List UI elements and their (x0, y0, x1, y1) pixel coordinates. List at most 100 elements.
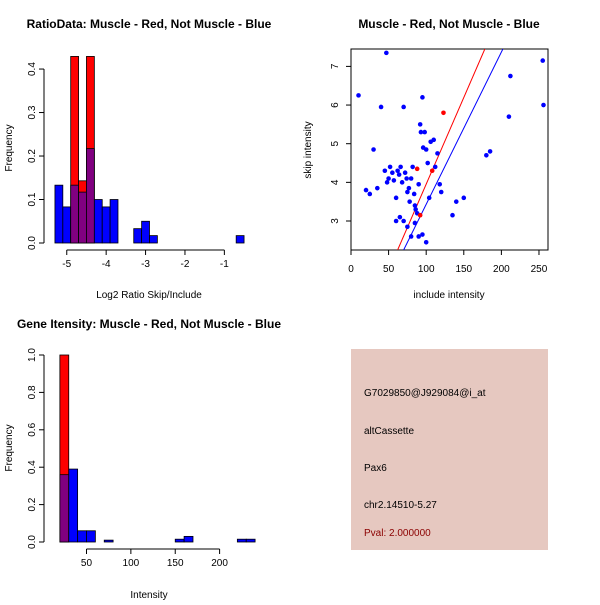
ratio-histogram-xlabel: Log2 Ratio Skip/Include (96, 290, 202, 301)
event-type-text: altCassette (364, 426, 414, 437)
intensity-bar-not-muscle (236, 538, 247, 543)
scatter-point-not-muscle (432, 164, 438, 170)
scatter-y-axis: 3 4 5 6 7 (330, 63, 351, 224)
ratio-bar-overlap (86, 148, 95, 244)
scatter-point-not-muscle (422, 129, 427, 135)
intensity-y-tick-label: 0.6 (27, 422, 38, 436)
ratio-histogram-panel: RatioData: Muscle - Red, Not Muscle - Bl… (4, 17, 272, 301)
scatter-ylabel: skip intensity (303, 121, 314, 178)
scatter-point-not-muscle (384, 50, 389, 56)
scatter-point-not-muscle (404, 176, 409, 181)
ratio-bar-not-muscle (93, 199, 103, 244)
ratio-bar-not-muscle (133, 228, 143, 244)
ratio-y-tick-label: 0.0 (27, 236, 38, 250)
scatter-point-not-muscle (411, 191, 417, 197)
scatter-point-muscle (429, 168, 435, 174)
scatter-point-not-muscle (391, 178, 397, 183)
scatter-point-not-muscle (401, 104, 406, 110)
scatter-point-not-muscle (484, 152, 489, 158)
scatter-point-not-muscle (398, 164, 403, 170)
scatter-point-not-muscle (406, 185, 412, 191)
intensity-x-tick-label: 200 (211, 558, 228, 569)
intensity-x-tick-label: 100 (123, 558, 140, 569)
scatter-point-not-muscle (405, 224, 410, 230)
ratio-x-tick-label: -2 (181, 259, 190, 270)
scatter-point-not-muscle (356, 93, 361, 98)
scatter-x-tick-label: 0 (348, 264, 354, 275)
intensity-y-tick-label: 0.2 (27, 497, 38, 511)
scatter-point-not-muscle (418, 129, 424, 135)
scatter-point-not-muscle (420, 95, 425, 100)
ratio-bar-not-muscle (101, 206, 111, 244)
ratio-bar-not-muscle (235, 235, 245, 244)
scatter-point-not-muscle (431, 137, 437, 143)
intensity-bar-overlap (59, 474, 70, 543)
intensity-histogram-bars (59, 354, 256, 543)
scatter-point-not-muscle (437, 181, 443, 187)
scatter-point-not-muscle (393, 195, 399, 201)
intensity-bar-not-muscle (245, 538, 256, 543)
scatter-point-not-muscle (363, 187, 369, 193)
scatter-point-muscle (414, 166, 420, 172)
intensity-histogram-y-axis: 0.0 0.2 0.4 0.6 0.8 1.0 (27, 348, 45, 549)
scatter-point-not-muscle (390, 170, 395, 175)
scatter-point-not-muscle (382, 168, 388, 174)
scatter-point-not-muscle (423, 147, 429, 152)
scatter-x-tick-label: 200 (493, 264, 510, 275)
scatter-point-not-muscle (393, 218, 399, 224)
intensity-bar-not-muscle (103, 539, 114, 543)
scatter-point-not-muscle (453, 199, 459, 204)
ratio-bar-not-muscle (109, 199, 119, 244)
scatter-point-not-muscle (417, 122, 423, 127)
scatter-x-tick-label: 100 (418, 264, 435, 275)
scatter-point-not-muscle (541, 102, 546, 108)
scatter-point-not-muscle (375, 185, 380, 191)
ratio-y-tick-label: 0.1 (27, 192, 38, 206)
ratio-bar-not-muscle (62, 206, 72, 244)
scatter-point-not-muscle (378, 104, 384, 110)
intensity-histogram-x-axis: 50 100 150 200 (81, 548, 228, 569)
scatter-point-not-muscle (396, 172, 402, 177)
scatter-x-tick-label: 50 (383, 264, 395, 275)
scatter-point-not-muscle (408, 234, 414, 239)
scatter-point-not-muscle (402, 170, 408, 175)
ratio-x-tick-label: -3 (141, 259, 150, 270)
scatter-point-not-muscle (461, 195, 467, 201)
scatter-point-not-muscle (435, 151, 440, 156)
scatter-point-not-muscle (412, 220, 418, 226)
scatter-point-not-muscle (387, 164, 393, 170)
intensity-bar-not-muscle (68, 468, 79, 543)
scatter-point-not-muscle (506, 114, 512, 119)
probe-id-text: G7029850@J929084@i_at (364, 388, 486, 399)
regression-line-red (397, 49, 486, 250)
intensity-scatter-panel: Muscle - Red, Not Muscle - Blue 0 50 100 15… (303, 17, 549, 301)
regression-line-blue (403, 49, 504, 250)
scatter-x-tick-label: 150 (455, 264, 472, 275)
scatter-point-muscle (441, 110, 446, 116)
scatter-point-not-muscle (423, 239, 429, 245)
scatter-point-not-muscle (416, 181, 421, 187)
scatter-point-not-muscle (426, 195, 432, 201)
ratio-histogram-x-axis: -5 -4 -3 -2 -1 (62, 249, 229, 270)
ratio-x-tick-label: -5 (62, 259, 71, 270)
ratio-y-tick-label: 0.3 (27, 105, 38, 119)
scatter-point-not-muscle (508, 73, 513, 79)
ratio-y-tick-label: 0.4 (27, 62, 38, 76)
gene-name-text: Pax6 (364, 463, 387, 474)
intensity-histogram-xlabel: Intensity (130, 590, 167, 600)
intensity-y-tick-label: 0.4 (27, 460, 38, 474)
intensity-bar-not-muscle (77, 530, 87, 543)
scatter-point-not-muscle (401, 218, 406, 224)
ratio-y-tick-label: 0.2 (27, 149, 38, 163)
ratio-bar-not-muscle (54, 184, 64, 244)
scatter-point-not-muscle (407, 199, 412, 204)
scatter-y-tick-label: 3 (330, 218, 341, 224)
scatter-point-not-muscle (420, 232, 425, 237)
intensity-bar-not-muscle (174, 538, 185, 543)
intensity-y-tick-label: 1.0 (27, 348, 38, 362)
scatter-x-axis: 0 50 100 150 200 250 (348, 250, 548, 275)
probe-info-background (351, 349, 548, 550)
ratio-bar-not-muscle (149, 235, 158, 244)
probe-info-panel: G7029850@J929084@i_at altCassette Pax6 c… (351, 349, 548, 550)
